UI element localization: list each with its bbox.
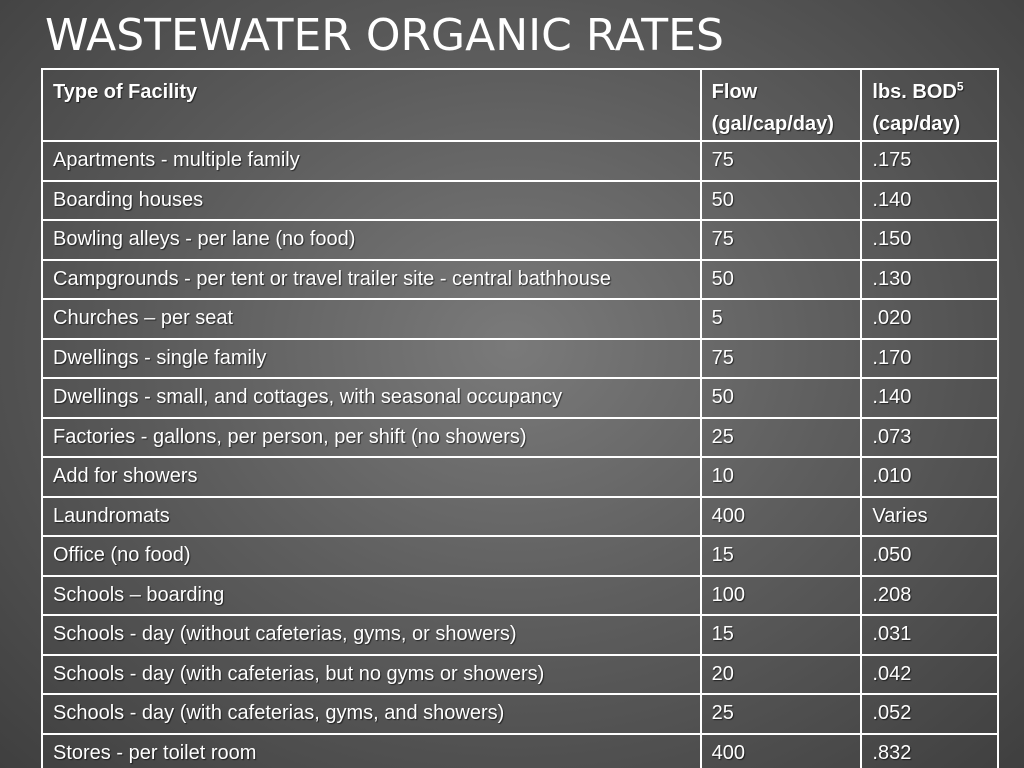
cell-facility: Dwellings - small, and cottages, with se… [41,377,702,419]
cell-facility: Laundromats [41,495,702,537]
table-row: Boarding houses 50.140 [41,179,999,221]
cell-facility: Campgrounds - per tent or travel trailer… [41,258,702,300]
table-row: Campgrounds - per tent or travel trailer… [41,258,999,300]
table-row: Schools - day (with cafeterias, but no g… [41,653,999,695]
cell-facility: Schools - day (without cafeterias, gyms,… [41,614,702,656]
header-bod-line1: lbs. BOD [872,81,957,103]
cell-flow: 75 [699,219,863,261]
cell-facility: Boarding houses [41,179,702,221]
cell-bod: .031 [860,614,999,656]
cell-facility: Schools – boarding [41,574,702,616]
cell-flow: 25 [699,693,863,735]
table-row: Schools - day (with cafeterias, gyms, an… [41,693,999,735]
header-bod: lbs. BOD5 (cap/day) [860,68,999,142]
cell-facility: Schools - day (with cafeterias, gyms, an… [41,693,702,735]
cell-bod: .832 [860,732,999,768]
header-flow-line1: Flow [711,81,758,103]
cell-flow: 5 [699,298,863,340]
cell-facility: Add for showers [41,456,702,498]
table-row: Schools – boarding 100.208 [41,574,999,616]
cell-bod: .208 [860,574,999,616]
cell-flow: 20 [699,653,863,695]
cell-bod: .073 [860,416,999,458]
cell-flow: 50 [699,179,863,221]
header-bod-line2: (cap/day) [872,113,961,135]
table-row: Laundromats 400 Varies [41,495,999,537]
table-row: Bowling alleys - per lane (no food) 75.15… [41,219,999,261]
cell-bod: .140 [860,179,999,221]
cell-flow: 50 [699,377,863,419]
cell-facility: Apartments - multiple family [41,140,702,182]
table-row: Dwellings - single family 75.170 [41,337,999,379]
table-row: Schools - day (without cafeterias, gyms,… [41,614,999,656]
table-row: Add for showers 10.010 [41,456,999,498]
cell-facility: Schools - day (with cafeterias, but no g… [41,653,702,695]
table-row: Stores - per toilet room 400.832 [41,732,999,768]
organic-rates-table: Type of Facility Flow (gal/cap/day) lbs.… [41,68,999,768]
cell-flow: 75 [699,140,863,182]
cell-facility: Factories - gallons, per person, per shi… [41,416,702,458]
header-flow-line2: (gal/cap/day) [711,113,834,135]
table-body: Apartments - multiple family 75.175 Boardi… [41,140,999,768]
cell-flow: 100 [699,574,863,616]
cell-facility: Dwellings - single family [41,337,702,379]
cell-flow: 25 [699,416,863,458]
cell-bod: .140 [860,377,999,419]
cell-bod: .150 [860,219,999,261]
table-header-row: Type of Facility Flow (gal/cap/day) lbs.… [41,68,999,142]
cell-facility: Stores - per toilet room [41,732,702,768]
cell-bod: .175 [860,140,999,182]
cell-bod: .170 [860,337,999,379]
slide-title: WASTEWATER ORGANIC RATES [45,10,724,61]
cell-bod: .010 [860,456,999,498]
cell-flow: 400 [699,732,863,768]
header-facility: Type of Facility [41,68,702,142]
table-row: Apartments - multiple family 75.175 [41,140,999,182]
header-bod-superscript: 5 [956,79,964,94]
table-row: Office (no food) 15.050 [41,535,999,577]
cell-bod: .052 [860,693,999,735]
cell-bod: .042 [860,653,999,695]
cell-flow: 10 [699,456,863,498]
cell-facility: Bowling alleys - per lane (no food) [41,219,702,261]
cell-bod: .020 [860,298,999,340]
cell-bod: Varies [860,495,999,537]
cell-bod: .050 [860,535,999,577]
cell-bod: .130 [860,258,999,300]
header-facility-label: Type of Facility [53,81,198,103]
cell-flow: 15 [699,535,863,577]
cell-flow: 15 [699,614,863,656]
header-flow: Flow (gal/cap/day) [699,68,863,142]
cell-facility: Churches – per seat [41,298,702,340]
cell-flow: 50 [699,258,863,300]
cell-flow: 75 [699,337,863,379]
table-row: Dwellings - small, and cottages, with se… [41,377,999,419]
table-row: Factories - gallons, per person, per shi… [41,416,999,458]
cell-flow: 400 [699,495,863,537]
cell-facility: Office (no food) [41,535,702,577]
table-row: Churches – per seat 5.020 [41,298,999,340]
